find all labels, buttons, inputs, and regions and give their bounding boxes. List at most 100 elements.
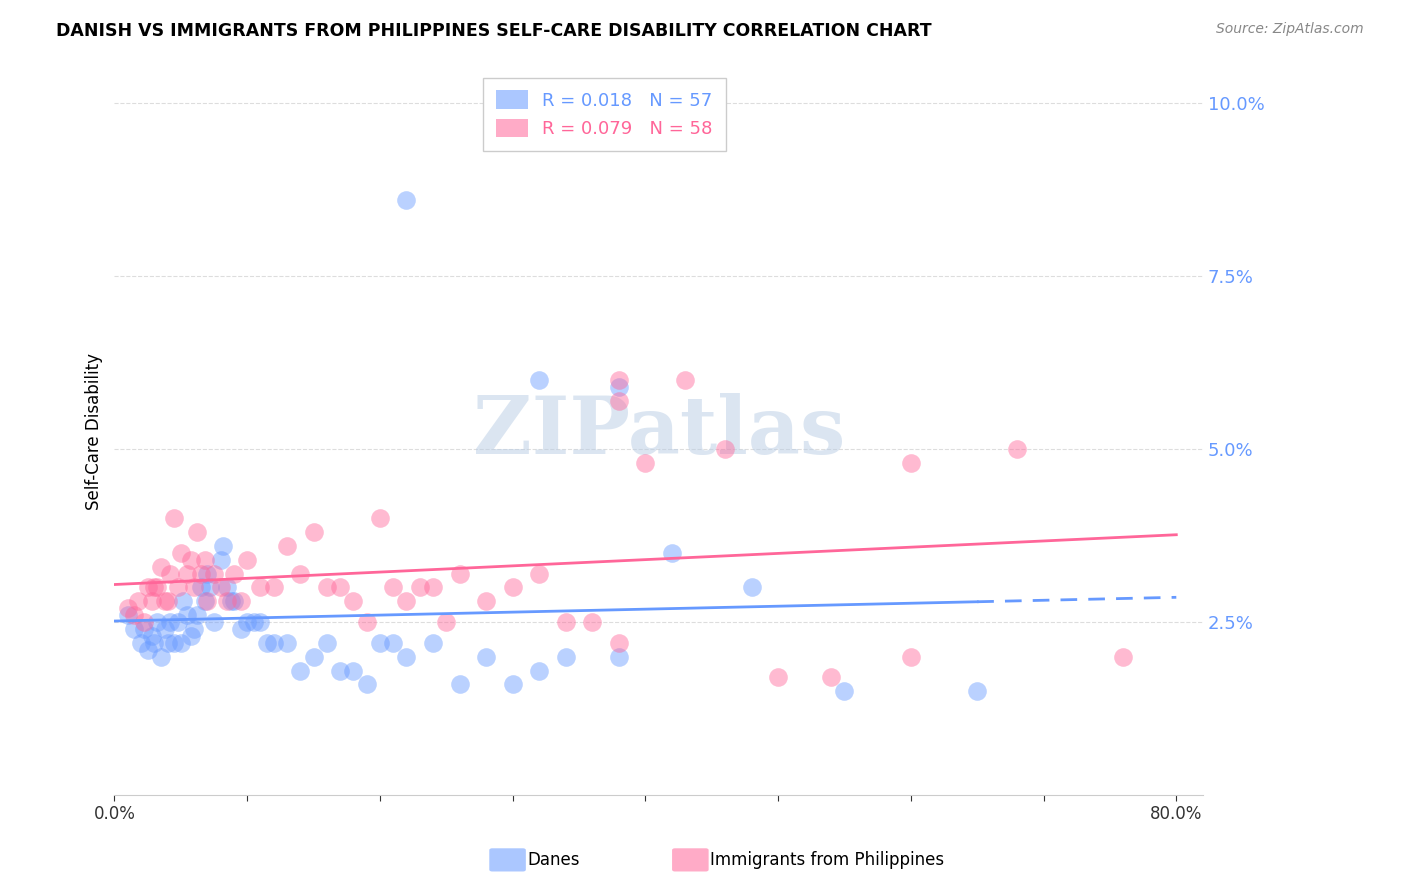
Point xyxy=(236,553,259,567)
Point xyxy=(170,546,193,560)
Point xyxy=(117,601,139,615)
Point xyxy=(607,636,630,650)
Point xyxy=(243,615,266,629)
Point xyxy=(194,553,217,567)
Point xyxy=(249,615,271,629)
Point xyxy=(1005,442,1028,456)
Point xyxy=(217,594,239,608)
Point xyxy=(263,636,285,650)
Point xyxy=(141,629,163,643)
Point xyxy=(212,539,235,553)
Point xyxy=(129,636,152,650)
Point xyxy=(170,636,193,650)
Point xyxy=(195,566,218,581)
Point xyxy=(409,581,432,595)
Point xyxy=(302,525,325,540)
Point xyxy=(136,581,159,595)
Point xyxy=(190,566,212,581)
Point xyxy=(820,670,842,684)
Point xyxy=(329,664,352,678)
Point xyxy=(382,636,405,650)
Point xyxy=(449,566,471,581)
Point xyxy=(143,636,166,650)
Point xyxy=(290,566,312,581)
Point xyxy=(290,664,312,678)
Point xyxy=(263,581,285,595)
Point xyxy=(315,581,337,595)
Point xyxy=(714,442,737,456)
Point xyxy=(527,566,550,581)
Point xyxy=(159,615,181,629)
Point xyxy=(581,615,603,629)
Point xyxy=(186,608,208,623)
Point xyxy=(661,546,683,560)
Point xyxy=(217,581,239,595)
Legend: R = 0.018   N = 57, R = 0.079   N = 58: R = 0.018 N = 57, R = 0.079 N = 58 xyxy=(482,78,725,151)
Point xyxy=(136,642,159,657)
Point xyxy=(449,677,471,691)
Point xyxy=(183,622,205,636)
Point xyxy=(900,649,922,664)
Point xyxy=(167,615,190,629)
Point xyxy=(222,566,245,581)
Point xyxy=(198,581,221,595)
Point xyxy=(186,525,208,540)
Y-axis label: Self-Care Disability: Self-Care Disability xyxy=(86,353,103,510)
Point xyxy=(422,581,444,595)
Text: DANISH VS IMMIGRANTS FROM PHILIPPINES SELF-CARE DISABILITY CORRELATION CHART: DANISH VS IMMIGRANTS FROM PHILIPPINES SE… xyxy=(56,22,932,40)
Point xyxy=(475,594,498,608)
Point xyxy=(124,608,146,623)
Point xyxy=(900,456,922,470)
Point xyxy=(356,677,378,691)
Point xyxy=(1112,649,1135,664)
Point xyxy=(202,615,225,629)
Point xyxy=(132,615,155,629)
Point xyxy=(117,608,139,623)
Point xyxy=(143,581,166,595)
Point xyxy=(368,636,391,650)
Point xyxy=(176,608,198,623)
Point xyxy=(607,649,630,664)
Point xyxy=(163,636,186,650)
Point xyxy=(180,553,202,567)
Point xyxy=(229,622,252,636)
Point xyxy=(342,664,364,678)
Point xyxy=(180,629,202,643)
Point xyxy=(163,511,186,525)
Point xyxy=(153,594,176,608)
Point xyxy=(176,566,198,581)
Point xyxy=(395,193,418,207)
Point xyxy=(194,594,217,608)
Point xyxy=(149,559,172,574)
Point xyxy=(229,594,252,608)
Point xyxy=(554,615,576,629)
Point xyxy=(329,581,352,595)
Point xyxy=(741,581,763,595)
Point xyxy=(834,684,856,698)
Point xyxy=(382,581,405,595)
Point xyxy=(475,649,498,664)
Point xyxy=(607,373,630,387)
Point xyxy=(127,594,149,608)
Point xyxy=(527,664,550,678)
Point xyxy=(195,594,218,608)
Point xyxy=(502,677,524,691)
Point xyxy=(342,594,364,608)
Point xyxy=(766,670,789,684)
Point xyxy=(172,594,194,608)
Point xyxy=(202,566,225,581)
Point xyxy=(673,373,696,387)
Text: Source: ZipAtlas.com: Source: ZipAtlas.com xyxy=(1216,22,1364,37)
Point xyxy=(236,615,259,629)
Point xyxy=(132,622,155,636)
Point xyxy=(527,373,550,387)
Point xyxy=(966,684,988,698)
Point xyxy=(607,393,630,408)
Point xyxy=(219,594,242,608)
Point xyxy=(222,594,245,608)
Point xyxy=(156,636,179,650)
Point xyxy=(434,615,457,629)
Point xyxy=(141,594,163,608)
Point xyxy=(302,649,325,664)
Point xyxy=(249,581,271,595)
